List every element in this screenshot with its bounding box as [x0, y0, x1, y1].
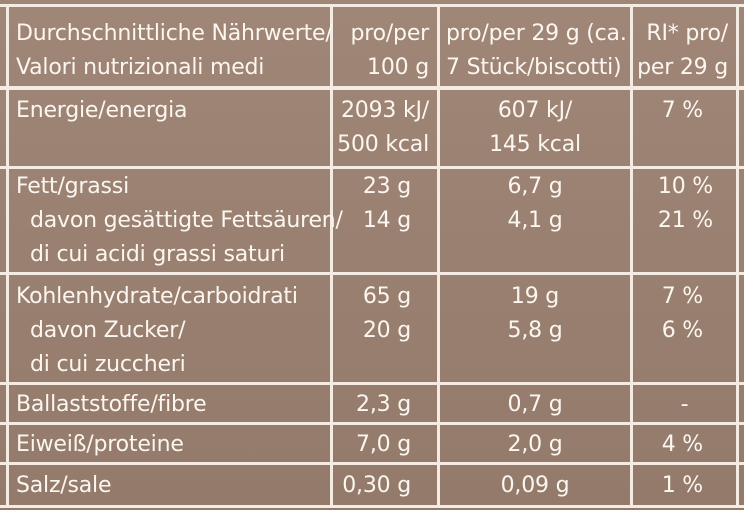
- energy-per100-line1: 2093 kJ/: [340, 98, 429, 123]
- salt-portion: 0,09 g: [500, 473, 570, 498]
- sugars-label-line2: di cui zuccheri: [30, 352, 186, 377]
- border-right: [736, 4, 739, 508]
- divider-protein: [0, 462, 744, 465]
- carbs-ri: 7 %: [661, 284, 703, 309]
- divider-energy: [0, 166, 744, 169]
- energy-label: Energie/energia: [16, 98, 188, 123]
- divider-header: [0, 86, 744, 90]
- sugars-per100: 20 g: [362, 318, 411, 343]
- protein-label: Eiweiß/proteine: [16, 432, 184, 457]
- divider-fibre: [0, 422, 744, 425]
- salt-per100: 0,30 g: [342, 473, 411, 498]
- energy-per100-line2: 500 kcal: [337, 132, 429, 157]
- header-nutrient-line1: Durchschnittliche Nährwerte/: [16, 21, 333, 46]
- energy-ri: 7 %: [661, 98, 703, 123]
- sugars-label-line1: davon Zucker/: [30, 318, 186, 343]
- header-ri-line1: RI* pro/: [646, 21, 728, 46]
- protein-per100: 7,0 g: [356, 432, 411, 457]
- fibre-portion: 0,7 g: [507, 392, 563, 417]
- fibre-per100: 2,3 g: [356, 392, 411, 417]
- salt-ri: 1 %: [661, 473, 703, 498]
- fat-label: Fett/grassi: [16, 174, 129, 199]
- header-portion-line2: 7 Stück/biscotti): [446, 55, 622, 80]
- column-divider-1: [330, 4, 333, 508]
- sugars-portion: 5,8 g: [507, 318, 563, 343]
- sugars-ri: 6 %: [661, 318, 703, 343]
- fat-ri: 10 %: [657, 174, 713, 199]
- energy-portion-line1: 607 kJ/: [497, 98, 573, 123]
- saturates-per100: 14 g: [362, 208, 411, 233]
- border-left: [6, 4, 9, 508]
- column-divider-2: [437, 4, 440, 508]
- divider-fat: [0, 272, 744, 275]
- header-per100-line1: pro/per: [350, 21, 429, 46]
- fat-per100: 23 g: [362, 174, 411, 199]
- carbs-portion: 19 g: [510, 284, 560, 309]
- fibre-label: Ballaststoffe/fibre: [16, 392, 207, 417]
- header-portion-line1: pro/per 29 g (ca.: [446, 21, 627, 46]
- saturates-label-line1: davon gesättigte Fettsäuren/: [30, 208, 343, 233]
- header-per100-line2: 100 g: [367, 55, 429, 80]
- saturates-ri: 21 %: [657, 208, 713, 233]
- border-top: [0, 4, 744, 7]
- energy-portion-line2: 145 kcal: [489, 132, 581, 157]
- fat-portion: 6,7 g: [507, 174, 563, 199]
- header-ri-line2: per 29 g: [637, 55, 728, 80]
- carbs-per100: 65 g: [362, 284, 411, 309]
- protein-portion: 2,0 g: [507, 432, 563, 457]
- carbs-label: Kohlenhydrate/carboidrati: [16, 284, 298, 309]
- saturates-label-line2: di cui acidi grassi saturi: [30, 242, 285, 267]
- column-divider-3: [630, 4, 633, 508]
- border-bottom: [0, 505, 744, 508]
- divider-carbs: [0, 382, 744, 385]
- fibre-ri: -: [680, 392, 689, 417]
- saturates-portion: 4,1 g: [507, 208, 563, 233]
- header-nutrient-line2: Valori nutrizionali medi: [16, 55, 265, 80]
- protein-ri: 4 %: [661, 432, 703, 457]
- salt-label: Salz/sale: [16, 473, 112, 498]
